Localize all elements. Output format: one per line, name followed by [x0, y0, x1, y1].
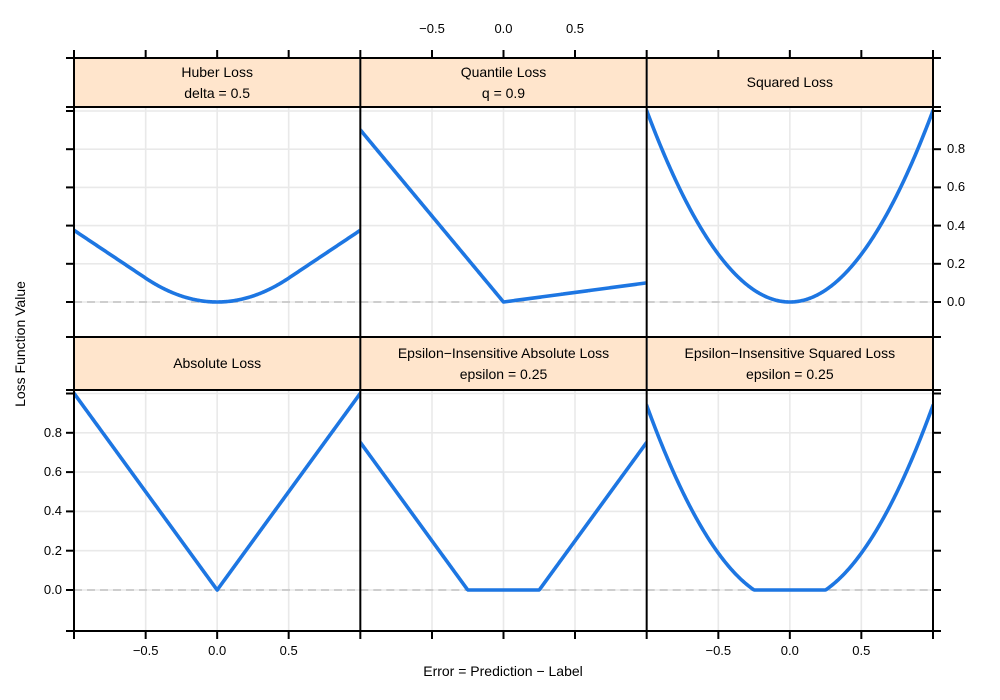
strip-quantile-loss: Quantile Loss q = 0.9	[361, 59, 646, 106]
x-tick-label: 0.5	[279, 643, 298, 658]
y-tick-label-left: 0.4	[43, 503, 62, 519]
y-tick-label-left: 0.6	[43, 464, 62, 480]
x-tick-label: 0.0	[208, 643, 227, 658]
loss-curve	[75, 391, 360, 592]
strip-title: Epsilon−Insensitive Absolute Loss	[397, 344, 610, 361]
x-tick-label: −0.5	[132, 643, 159, 658]
y-tick-label-right: 0.8	[947, 141, 966, 157]
strip-squared-loss: Squared Loss	[647, 59, 932, 106]
strip-huber-loss: Huber Loss delta = 0.5	[75, 59, 360, 106]
loss-curve	[647, 109, 932, 304]
loss-curve	[361, 128, 646, 304]
x-tick-label-top: 0.0	[494, 21, 513, 36]
strip-epsilon-insensitive-squared-loss: Epsilon−Insensitive Squared Loss epsilon…	[647, 338, 932, 389]
y-tick-label-right: 0.4	[947, 217, 966, 233]
strip-title: Absolute Loss	[173, 355, 262, 371]
loss-curve	[647, 403, 932, 592]
loss-curve	[75, 228, 360, 304]
strip-title: Huber Loss	[181, 63, 253, 80]
strip-title: Quantile Loss	[460, 63, 547, 80]
y-tick-label-right: 0.0	[947, 294, 966, 309]
strip-epsilon-insensitive-absolute-loss: Epsilon−Insensitive Absolute Loss epsilo…	[361, 338, 646, 389]
x-tick-label: −0.5	[705, 643, 732, 658]
strip-title: Squared Loss	[746, 74, 834, 90]
x-tick-label: 0.0	[780, 643, 799, 658]
y-tick-label-right: 0.2	[947, 255, 966, 271]
strip-title: Epsilon−Insensitive Squared Loss	[684, 344, 896, 361]
y-tick-label-left: 0.0	[43, 582, 62, 597]
y-tick-label-left: 0.2	[43, 542, 62, 558]
x-tick-label: 0.5	[852, 643, 871, 658]
y-tick-label-right: 0.6	[947, 179, 966, 195]
strip-subtitle: q = 0.9	[481, 84, 526, 101]
x-tick-label-top: −0.5	[419, 21, 445, 36]
strip-absolute-loss: Absolute Loss	[75, 338, 360, 389]
strip-subtitle: delta = 0.5	[184, 84, 251, 101]
x-tick-label-top: 0.5	[565, 21, 585, 36]
loss-curve	[361, 440, 646, 592]
y-tick-label-left: 0.8	[43, 424, 62, 440]
strip-subtitle: epsilon = 0.25	[459, 365, 548, 382]
strip-subtitle: epsilon = 0.25	[746, 365, 834, 382]
x-axis-title: Error = Prediction − Label	[423, 663, 583, 679]
y-axis-title: Loss Function Value	[12, 281, 28, 407]
